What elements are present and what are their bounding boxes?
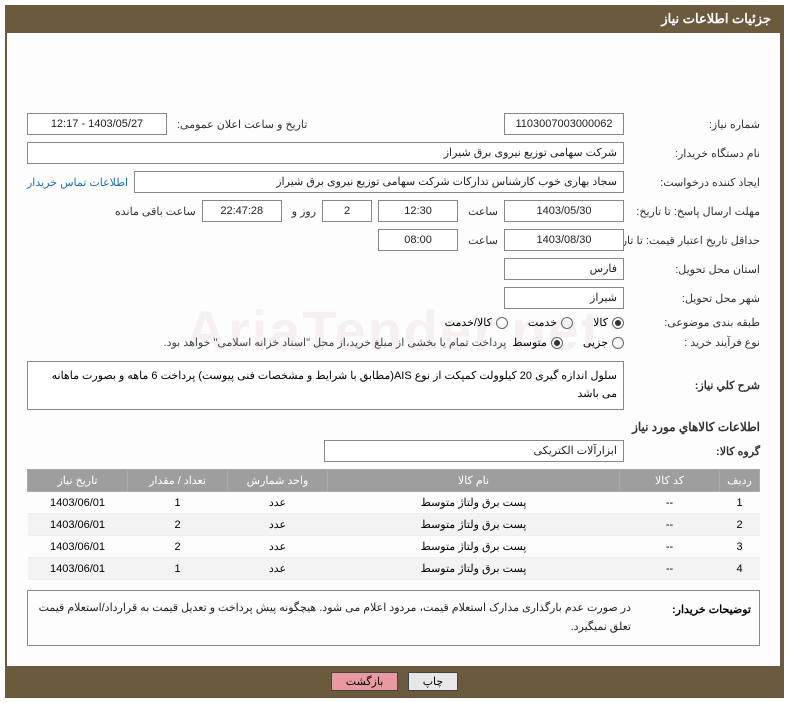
cell-name: پست برق ولتاژ متوسط <box>328 558 620 580</box>
need-desc-label: شرح کلي نياز: <box>630 379 760 392</box>
footer-bar: چاپ بازگشت <box>6 666 783 697</box>
radio-icon <box>496 317 508 329</box>
deadline-label: مهلت ارسال پاسخ: تا تاریخ: <box>630 205 760 218</box>
pubdate-value: 1403/05/27 - 12:17 <box>27 113 167 135</box>
cell-qty: 2 <box>128 514 228 536</box>
category-option[interactable]: کالا <box>593 316 624 329</box>
radio-icon <box>612 317 624 329</box>
cell-name: پست برق ولتاژ متوسط <box>328 536 620 558</box>
table-row: 1--پست برق ولتاژ متوسطعدد11403/06/01 <box>28 492 760 514</box>
hours-remain: 22:47:28 <box>202 200 282 222</box>
days-word: روز و <box>288 205 316 218</box>
radio-label: خدمت <box>528 316 557 329</box>
buyer-desc-box: توضیحات خریدار: در صورت عدم بارگذاری مدا… <box>27 590 760 645</box>
items-table: ردیف کد کالا نام کالا واحد شمارش تعداد /… <box>27 469 760 580</box>
th-qty: تعداد / مقدار <box>128 470 228 492</box>
cell-name: پست برق ولتاژ متوسط <box>328 514 620 536</box>
cell-idx: 1 <box>720 492 760 514</box>
items-section-title: اطلاعات کالاهاي مورد نياز <box>27 420 760 434</box>
cell-code: -- <box>620 514 720 536</box>
process-note: پرداخت تمام یا بخشی از مبلغ خرید،از محل … <box>164 336 507 349</box>
need-no-value: 1103007003000062 <box>504 113 624 135</box>
cell-unit: عدد <box>228 536 328 558</box>
cell-qty: 2 <box>128 536 228 558</box>
radio-label: کالا <box>593 316 608 329</box>
category-label: طبقه بندی موضوعی: <box>630 316 760 329</box>
cell-date: 1403/06/01 <box>28 492 128 514</box>
th-idx: ردیف <box>720 470 760 492</box>
province-label: استان محل تحویل: <box>630 263 760 276</box>
th-date: تاریخ نیاز <box>28 470 128 492</box>
cell-unit: عدد <box>228 514 328 536</box>
cell-date: 1403/06/01 <box>28 536 128 558</box>
validity-label: حداقل تاریخ اعتبار قیمت: تا تاریخ: <box>630 234 760 247</box>
requester-label: ایجاد کننده درخواست: <box>630 176 760 189</box>
cell-unit: عدد <box>228 558 328 580</box>
cell-code: -- <box>620 536 720 558</box>
radio-label: متوسط <box>512 336 547 349</box>
table-row: 4--پست برق ولتاژ متوسطعدد11403/06/01 <box>28 558 760 580</box>
cell-code: -- <box>620 492 720 514</box>
radio-label: جزیی <box>583 336 608 349</box>
remain-word: ساعت باقی مانده <box>111 205 196 218</box>
table-row: 3--پست برق ولتاژ متوسطعدد21403/06/01 <box>28 536 760 558</box>
deadline-date: 1403/05/30 <box>504 200 624 222</box>
back-button[interactable]: بازگشت <box>331 672 399 691</box>
th-name: نام کالا <box>328 470 620 492</box>
cell-idx: 3 <box>720 536 760 558</box>
th-code: کد کالا <box>620 470 720 492</box>
group-label: گروه کالا: <box>630 445 760 458</box>
process-radios: جزیی متوسط <box>512 336 624 349</box>
cell-idx: 2 <box>720 514 760 536</box>
buyer-label: نام دستگاه خریدار: <box>630 147 760 160</box>
category-radios: کالا خدمت کالا/خدمت <box>445 316 624 329</box>
buyer-desc-label: توضیحات خریدار: <box>641 599 751 636</box>
process-label: نوع فرآیند خرید : <box>630 336 760 349</box>
radio-icon <box>612 337 624 349</box>
need-desc-text: سلول اندازه گیری 20 کیلوولت کمپکت از نوع… <box>27 361 624 410</box>
group-value: ابزارآلات الکتریکی <box>324 440 624 462</box>
city-label: شهر محل تحویل: <box>630 292 760 305</box>
validity-time: 08:00 <box>378 229 458 251</box>
cell-idx: 4 <box>720 558 760 580</box>
process-option[interactable]: متوسط <box>512 336 563 349</box>
panel-title: جزئیات اطلاعات نیاز <box>6 5 783 33</box>
cell-unit: عدد <box>228 492 328 514</box>
th-unit: واحد شمارش <box>228 470 328 492</box>
radio-label: کالا/خدمت <box>445 316 492 329</box>
need-no-label: شماره نیاز: <box>630 118 760 131</box>
validity-date: 1403/08/30 <box>504 229 624 251</box>
radio-icon <box>551 337 563 349</box>
days-remain: 2 <box>322 200 372 222</box>
province-value: فارس <box>504 258 624 280</box>
buyer-desc-text: در صورت عدم بارگذاری مدارک استعلام قیمت،… <box>36 599 631 636</box>
category-option[interactable]: کالا/خدمت <box>445 316 508 329</box>
contact-link[interactable]: اطلاعات تماس خریدار <box>27 176 128 189</box>
pubdate-label: تاریخ و ساعت اعلان عمومی: <box>173 118 307 131</box>
cell-date: 1403/06/01 <box>28 558 128 580</box>
table-row: 2--پست برق ولتاژ متوسطعدد21403/06/01 <box>28 514 760 536</box>
time-word1: ساعت <box>464 205 498 218</box>
process-option[interactable]: جزیی <box>583 336 624 349</box>
print-button[interactable]: چاپ <box>408 672 459 691</box>
buyer-value: شرکت سهامی توزیع نیروی برق شیراز <box>27 142 624 164</box>
requester-value: سجاد بهاری خوب کارشناس تدارکات شرکت سهام… <box>134 171 624 193</box>
cell-date: 1403/06/01 <box>28 514 128 536</box>
time-word2: ساعت <box>464 234 498 247</box>
cell-qty: 1 <box>128 492 228 514</box>
deadline-time: 12:30 <box>378 200 458 222</box>
radio-icon <box>561 317 573 329</box>
cell-code: -- <box>620 558 720 580</box>
category-option[interactable]: خدمت <box>528 316 573 329</box>
city-value: شیراز <box>504 287 624 309</box>
cell-qty: 1 <box>128 558 228 580</box>
cell-name: پست برق ولتاژ متوسط <box>328 492 620 514</box>
